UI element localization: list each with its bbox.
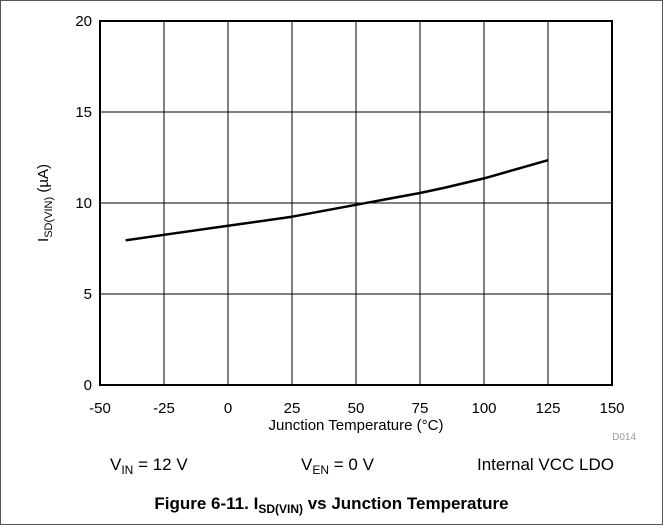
y-axis-label-main: I bbox=[35, 238, 52, 242]
series-line bbox=[125, 158, 549, 242]
chart: -50 -25 0 25 50 75 100 125 150 0 5 10 15 20 Junction… bbox=[35, 13, 636, 443]
x-tick-label: -25 bbox=[153, 400, 175, 417]
condition-ven-value: = 0 V bbox=[329, 455, 374, 474]
x-tick-labels: -50 -25 0 25 50 75 100 125 150 bbox=[89, 400, 624, 417]
plot-area bbox=[99, 20, 613, 386]
x-axis-label: Junction Temperature (°C) bbox=[269, 417, 444, 434]
y-tick-label: 0 bbox=[84, 377, 92, 394]
x-tick-label: 50 bbox=[348, 400, 365, 417]
y-tick-label: 10 bbox=[75, 195, 92, 212]
condition-vin-symbol: V bbox=[110, 455, 122, 474]
x-tick-label: 0 bbox=[224, 400, 232, 417]
figure-caption: Figure 6-11. ISD(VIN) vs Junction Temper… bbox=[0, 494, 663, 516]
x-tick-label: 75 bbox=[412, 400, 429, 417]
condition-vin-sub: IN bbox=[121, 463, 134, 477]
y-axis-label: ISD(VIN) (µA) bbox=[35, 164, 55, 242]
series-layer bbox=[125, 158, 549, 242]
condition-vin: VIN = 12 V bbox=[110, 455, 188, 477]
condition-ven-symbol: V bbox=[301, 455, 313, 474]
condition-ven-sub: EN bbox=[312, 463, 330, 477]
figure-code: D014 bbox=[612, 432, 636, 443]
y-tick-labels: 0 5 10 15 20 bbox=[75, 13, 92, 394]
condition-vin-value: = 12 V bbox=[133, 455, 188, 474]
caption-suffix: vs Junction Temperature bbox=[302, 494, 509, 513]
grid bbox=[99, 20, 613, 386]
y-axis-label-sub: SD(VIN) bbox=[43, 197, 55, 238]
x-tick-label: 125 bbox=[535, 400, 560, 417]
y-tick-label: 20 bbox=[75, 13, 92, 30]
x-tick-label: 100 bbox=[471, 400, 496, 417]
x-tick-label: -50 bbox=[89, 400, 111, 417]
x-tick-label: 150 bbox=[599, 400, 624, 417]
x-tick-label: 25 bbox=[284, 400, 301, 417]
y-tick-label: 5 bbox=[84, 286, 92, 303]
condition-ldo: Internal VCC LDO bbox=[477, 455, 614, 474]
caption-prefix: Figure 6-11. I bbox=[154, 494, 259, 513]
y-axis-label-unit: (µA) bbox=[35, 164, 52, 197]
y-tick-label: 15 bbox=[75, 104, 92, 121]
condition-ven: VEN = 0 V bbox=[301, 455, 374, 477]
caption-sub: SD(VIN) bbox=[258, 502, 303, 516]
